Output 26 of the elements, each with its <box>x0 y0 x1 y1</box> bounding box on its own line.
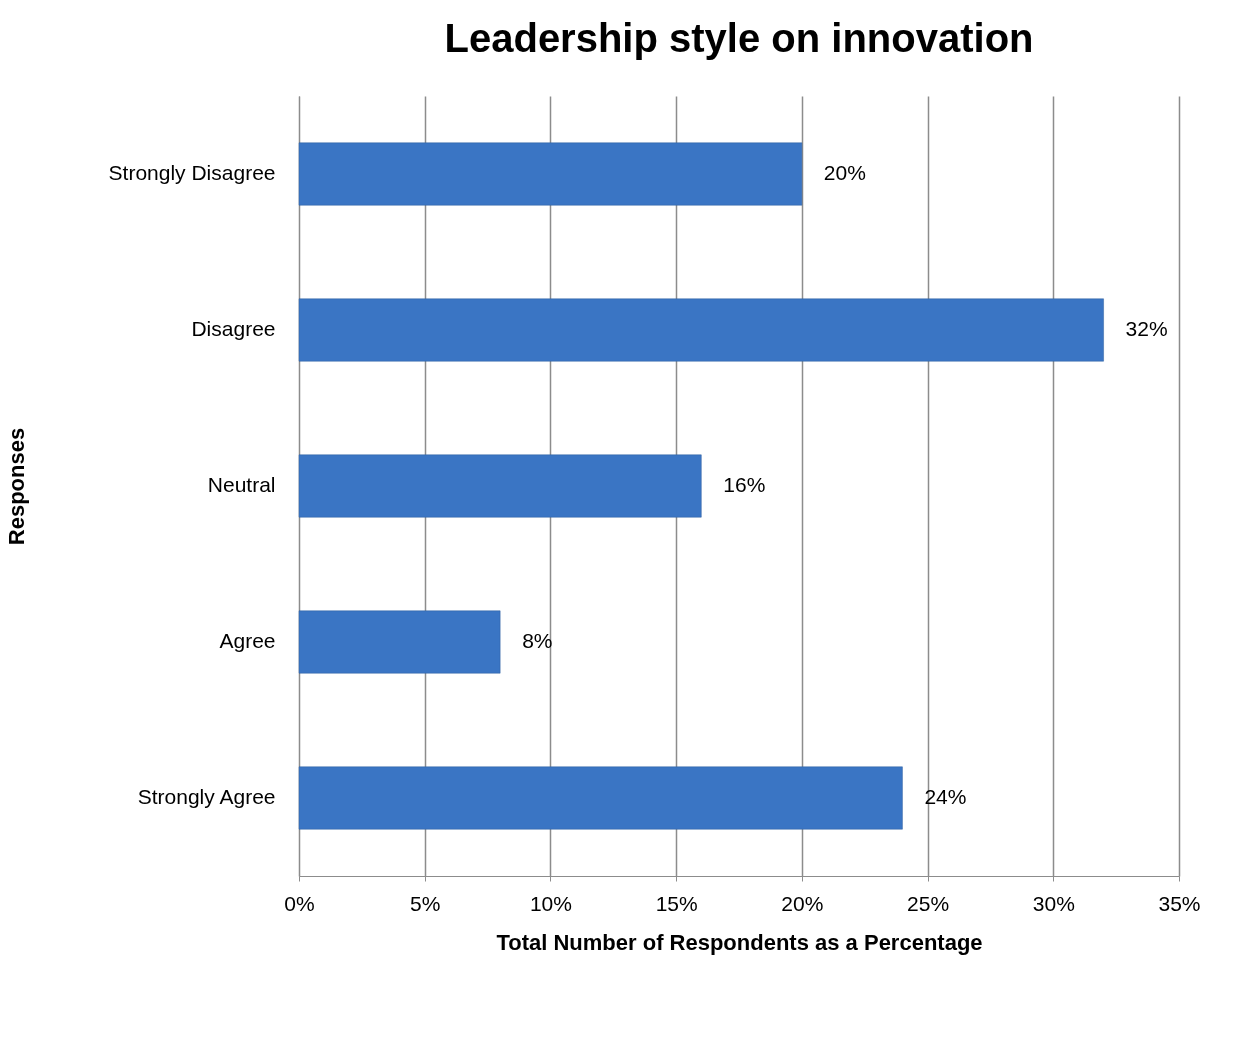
x-tick-label: 20% <box>781 891 824 915</box>
data-label: 16% <box>723 473 766 496</box>
x-tick-label: 0% <box>284 891 315 915</box>
bar <box>298 142 803 206</box>
y-axis-title: Responses <box>3 427 29 546</box>
bar <box>298 610 501 674</box>
x-tick-label: 35% <box>1158 891 1201 915</box>
data-label: 32% <box>1125 317 1168 340</box>
y-tick-label: Neutral <box>207 473 276 496</box>
x-tick-label: 15% <box>655 891 698 915</box>
y-tick-label: Strongly Disagree <box>108 161 276 184</box>
y-tick-label: Agree <box>219 629 276 652</box>
chart-title: Leadership style on innovation <box>444 16 1034 60</box>
x-tick-label: 30% <box>1032 891 1075 915</box>
y-tick-label: Disagree <box>191 317 276 340</box>
y-tick-label: Strongly Agree <box>137 785 276 808</box>
x-tick-label: 25% <box>907 891 950 915</box>
data-label: 8% <box>522 629 553 652</box>
data-label: 20% <box>823 161 866 184</box>
x-tick-label: 10% <box>529 891 572 915</box>
x-axis-title: Total Number of Respondents as a Percentage <box>496 929 983 955</box>
x-tick-label: 5% <box>410 891 441 915</box>
data-label: 24% <box>924 785 967 808</box>
bar <box>298 454 702 518</box>
bar <box>298 298 1104 362</box>
bar <box>298 766 903 830</box>
